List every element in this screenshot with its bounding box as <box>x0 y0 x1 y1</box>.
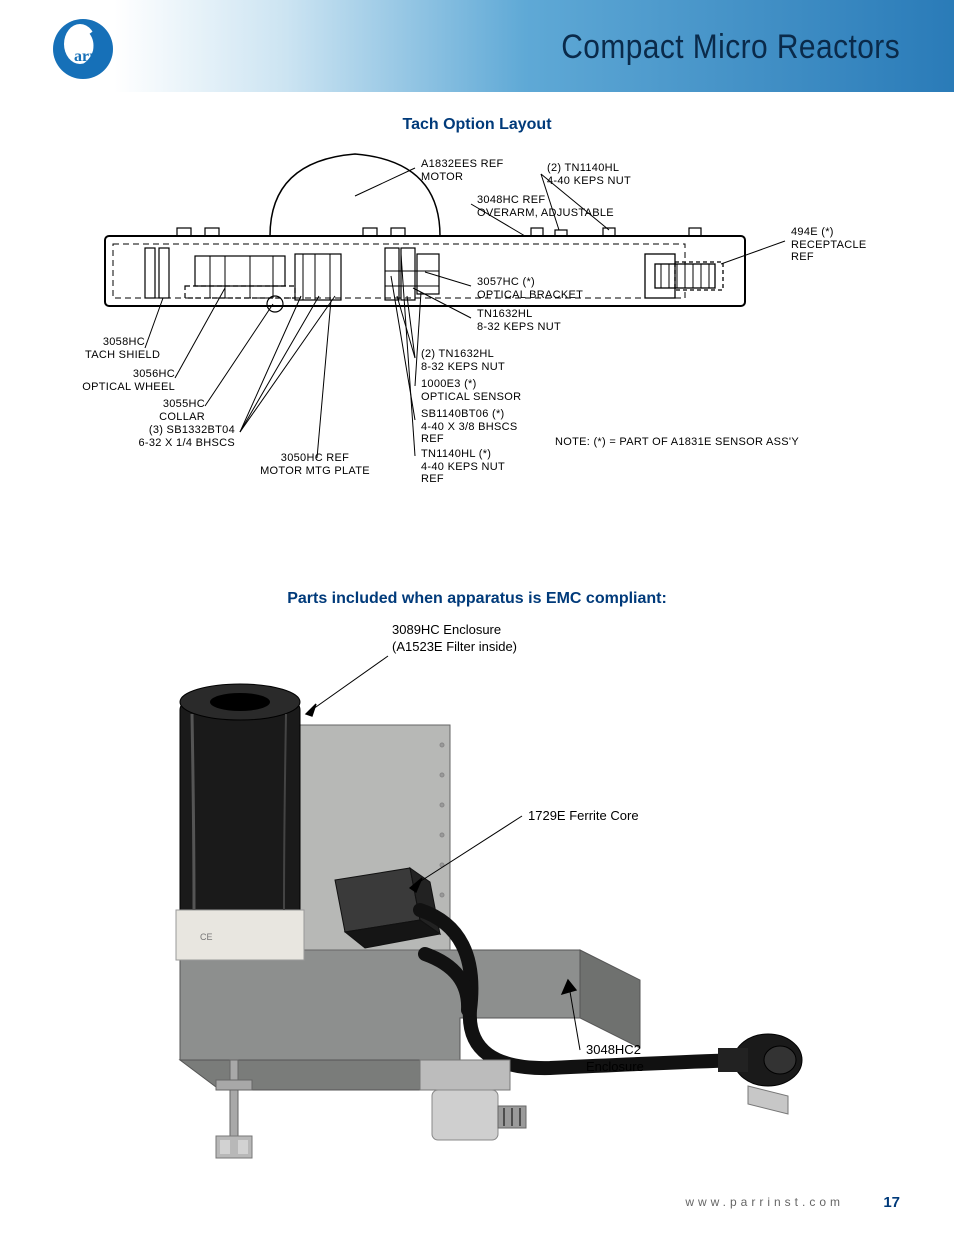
callout-tach-shield: 3058HC TACH SHIELD <box>85 336 145 361</box>
page-header-title: Compact Micro Reactors <box>561 28 900 67</box>
callout-overarm: 3048HC REF OVERARM, ADJUSTABLE <box>477 194 614 219</box>
emc-label-enclosure-top: 3089HC Enclosure (A1523E Filter inside) <box>392 622 517 656</box>
header-banner: arr Compact Micro Reactors <box>0 0 954 92</box>
emc-title: Parts included when apparatus is EMC com… <box>0 590 954 608</box>
tach-diagram: A1832EES REF MOTOR (2) TN1140HL 4-40 KEP… <box>85 136 865 506</box>
callout-keps-832-x2: (2) TN1632HL 8-32 KEPS NUT <box>421 348 505 373</box>
callout-optical-bracket: 3057HC (*) OPTICAL BRACKET <box>477 276 583 301</box>
svg-text:arr: arr <box>74 48 96 65</box>
callout-keps-832: TN1632HL 8-32 KEPS NUT <box>477 308 561 333</box>
callout-motor-plate: 3050HC REF MOTOR MTG PLATE <box>245 452 385 477</box>
parr-logo: arr <box>52 18 114 80</box>
callout-motor-ref: A1832EES REF MOTOR <box>421 158 503 183</box>
svg-text:CE: CE <box>200 932 213 942</box>
diagram-title: Tach Option Layout <box>0 116 954 134</box>
emc-figure: CE <box>120 610 860 1170</box>
callout-bhscs-440: SB1140BT06 (*) 4-40 X 3/8 BHSCS REF <box>421 408 518 446</box>
callout-collar: 3055HC COLLAR <box>145 398 205 423</box>
emc-label-enclosure-bottom: 3048HC2 Enclosure <box>586 1042 644 1076</box>
diagram-note: NOTE: (*) = PART OF A1831E SENSOR ASS'Y <box>555 436 799 449</box>
footer-url: www.parrinst.com <box>685 1195 844 1209</box>
callout-optical-wheel: 3056HC OPTICAL WHEEL <box>75 368 175 393</box>
emc-label-ferrite: 1729E Ferrite Core <box>528 808 639 825</box>
page-number: 17 <box>883 1194 900 1211</box>
callout-keps-440-x2: (2) TN1140HL 4-40 KEPS NUT <box>547 162 631 187</box>
callout-keps-440: TN1140HL (*) 4-40 KEPS NUT REF <box>421 448 505 486</box>
callout-bhscs-3: (3) SB1332BT04 6-32 X 1/4 BHSCS <box>115 424 235 449</box>
callout-optical-sensor: 1000E3 (*) OPTICAL SENSOR <box>421 378 521 403</box>
callout-receptacle: 494E (*) RECEPTACLE REF <box>791 226 867 264</box>
